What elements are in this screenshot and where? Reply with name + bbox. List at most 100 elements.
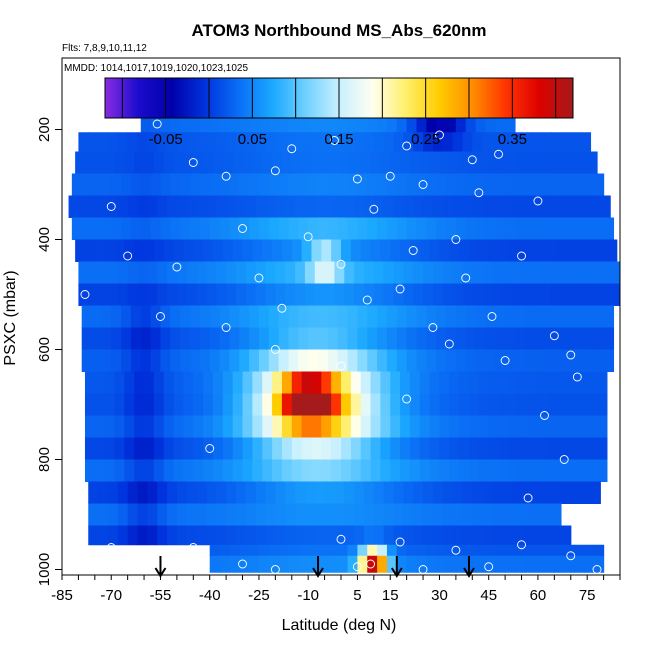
heat-cell (157, 503, 168, 526)
heat-cell (380, 393, 391, 416)
heat-cell (311, 415, 322, 438)
heat-cell (140, 113, 152, 133)
heat-cell (386, 173, 398, 196)
heat-cell (190, 113, 201, 133)
heat-cell (406, 173, 418, 196)
heat-cell (107, 481, 119, 504)
heat-cell (183, 239, 194, 262)
heat-cell (232, 239, 244, 262)
heat-cell (219, 217, 230, 240)
heat-cell (413, 195, 424, 218)
x-tick-label: -85 (51, 587, 73, 604)
heat-cell (186, 503, 198, 526)
heat-cell (564, 173, 575, 196)
heat-cell (222, 393, 234, 416)
heat-cell (344, 261, 355, 284)
heat-cell (574, 217, 585, 240)
heat-cell (314, 481, 326, 504)
heat-cell (147, 195, 158, 218)
heat-cell (452, 195, 464, 218)
heat-cell (396, 173, 408, 196)
sample-point (152, 119, 162, 129)
heat-cell (341, 415, 352, 438)
heat-cell (272, 393, 283, 416)
heat-cell (193, 459, 204, 482)
heat-cell (459, 239, 470, 262)
heat-cell (544, 555, 555, 573)
heat-cell (219, 327, 230, 350)
heat-cell (475, 305, 487, 328)
sample-point (369, 204, 379, 214)
heat-cell (465, 217, 477, 240)
heat-cell (557, 415, 569, 438)
heat-cell (170, 173, 181, 196)
heat-cell (521, 195, 532, 218)
heat-cell (390, 151, 401, 174)
sample-point (172, 262, 182, 272)
heat-cell (258, 173, 270, 196)
heat-cell (331, 459, 342, 482)
heat-cell (557, 239, 569, 262)
heat-cell (324, 132, 336, 152)
heat-cell (360, 239, 372, 262)
heat-cell (446, 305, 457, 328)
heat-cell (524, 349, 536, 372)
heat-cell (475, 113, 487, 133)
heat-cell (514, 173, 526, 196)
sample-point (221, 323, 231, 332)
heat-cell (134, 393, 145, 416)
heat-cell (117, 195, 129, 218)
heat-cell (452, 503, 464, 526)
heat-cell (409, 151, 421, 174)
heat-cell (344, 283, 355, 306)
heat-cell (472, 525, 483, 546)
heat-cell (265, 261, 276, 284)
heat-cell (206, 283, 217, 306)
sample-point (106, 543, 116, 552)
heat-cell (337, 349, 349, 372)
heat-cell (176, 261, 188, 284)
heat-cell (262, 239, 273, 262)
heat-cell (344, 503, 355, 526)
heat-cell (482, 195, 493, 218)
heat-cell (94, 371, 106, 394)
heat-cell (390, 371, 401, 394)
heat-cell (485, 349, 496, 372)
heat-cell (436, 113, 447, 133)
heat-cell (334, 283, 345, 306)
heat-cell (167, 283, 178, 306)
heat-cell (275, 503, 286, 526)
sample-point (592, 565, 602, 574)
heat-cell (495, 555, 506, 573)
heat-cell (147, 132, 158, 152)
heat-cell (449, 459, 460, 482)
heat-cell (367, 327, 378, 350)
heat-cell (324, 283, 336, 306)
heat-cell (390, 239, 401, 262)
heat-cell (498, 415, 509, 438)
heat-cell (478, 151, 490, 174)
heat-cell (285, 503, 296, 526)
sample-point (385, 171, 395, 181)
heat-cell (442, 503, 454, 526)
heat-cell (341, 393, 352, 416)
heat-cell (71, 173, 83, 196)
heat-cell (272, 415, 283, 438)
heat-cell (528, 239, 539, 262)
heat-cell (363, 195, 375, 218)
heat-cell (104, 371, 116, 394)
heat-cell (498, 371, 509, 394)
heat-cell (163, 371, 175, 394)
heat-cell (235, 283, 247, 306)
heat-cell (610, 261, 620, 284)
dates-label: MMDD: 1014,1017,1019,1020,1023,1025 (64, 63, 248, 74)
heat-cell (121, 349, 132, 372)
heat-cell (488, 371, 500, 394)
heat-cell (114, 459, 125, 482)
heat-cell (495, 327, 506, 350)
heat-cell (137, 503, 148, 526)
heat-cell (344, 195, 355, 218)
heat-cell (295, 481, 306, 504)
heat-cell (157, 525, 168, 546)
heat-cell (107, 195, 119, 218)
